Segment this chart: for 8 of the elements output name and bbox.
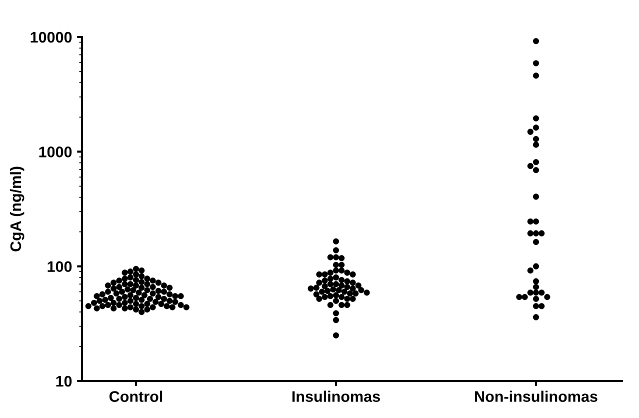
x-tick-label: Insulinomas xyxy=(292,390,380,402)
x-tick-label: Non-insulinomas xyxy=(475,390,598,402)
y-tick-label: 100 xyxy=(48,261,72,272)
y-tick-label: 1000 xyxy=(39,146,72,158)
y-axis-title: CgA (ng/ml) xyxy=(10,166,24,252)
y-tick-label: 10 xyxy=(56,376,72,387)
y-tick-label: 10000 xyxy=(30,32,72,43)
x-tick-label: Control xyxy=(109,390,162,402)
